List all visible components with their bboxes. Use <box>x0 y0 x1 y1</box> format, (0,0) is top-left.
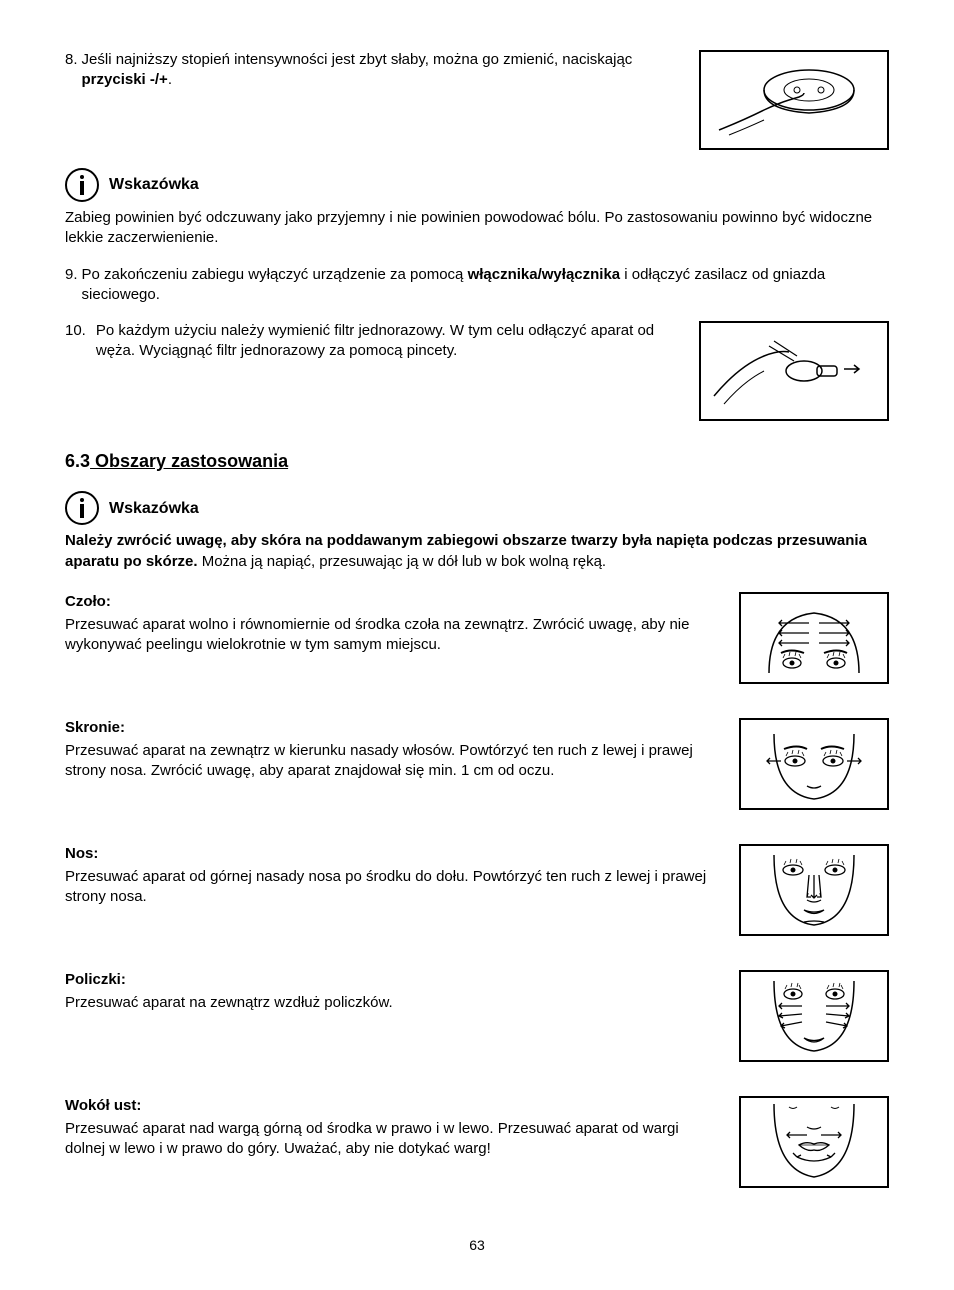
hint-1-text: Zabieg powinien być odczuwany jako przyj… <box>65 208 889 249</box>
filter-svg <box>709 326 879 416</box>
illustration-forehead <box>739 592 889 684</box>
area-skronie-title: Skronie: <box>65 718 719 738</box>
item9-text-a: Po zakończeniu zabiegu wyłączyć urządzen… <box>82 266 468 283</box>
list-body-9: Po zakończeniu zabiegu wyłączyć urządzen… <box>82 265 889 306</box>
section-title-underline: Obszary zastosowania <box>90 451 288 471</box>
list-num-9: 9. <box>65 265 78 306</box>
area-skronie-text: Przesuwać aparat na zewnątrz w kierunku … <box>65 741 719 782</box>
section-heading: 6.3 Obszary zastosowania <box>65 449 889 473</box>
list-item-8-row: 8. Jeśli najniższy stopień intensywności… <box>65 50 889 150</box>
illustration-temples <box>739 718 889 810</box>
hint-2-header: Wskazówka <box>65 491 889 525</box>
hint2-rest: Można ją napiąć, przesuwając ją w dół lu… <box>198 553 607 570</box>
area-policzki-title: Policzki: <box>65 970 719 990</box>
area-nos-text: Przesuwać aparat od górnej nasady nosa p… <box>65 867 719 908</box>
area-policzki: Policzki: Przesuwać aparat na zewnątrz w… <box>65 970 889 1070</box>
list-body-8: Jeśli najniższy stopień intensywności je… <box>82 50 679 91</box>
illustration-mouth <box>739 1096 889 1188</box>
list-item-9: 9. Po zakończeniu zabiegu wyłączyć urząd… <box>65 265 889 306</box>
item8-text-b: . <box>168 71 172 88</box>
area-usta-text: Przesuwać aparat nad wargą górną od środ… <box>65 1119 719 1160</box>
item9-bold: włącznika/wyłącznika <box>468 266 621 283</box>
area-policzki-text: Przesuwać aparat na zewnątrz wzdłuż poli… <box>65 993 719 1013</box>
illustration-filter-change <box>699 321 889 421</box>
area-nos-title: Nos: <box>65 844 719 864</box>
area-czolo: Czoło: Przesuwać aparat wolno i równomie… <box>65 592 889 692</box>
device-svg <box>709 55 879 145</box>
info-icon <box>65 491 99 525</box>
area-czolo-text: Przesuwać aparat wolno i równomiernie od… <box>65 615 719 656</box>
hint-1-header: Wskazówka <box>65 168 889 202</box>
page-number: 63 <box>65 1236 889 1255</box>
info-icon <box>65 168 99 202</box>
hint-2-label: Wskazówka <box>109 498 199 520</box>
illustration-nose <box>739 844 889 936</box>
illustration-cheeks <box>739 970 889 1062</box>
hint-2-text: Należy zwrócić uwagę, aby skóra na podda… <box>65 531 889 572</box>
area-czolo-title: Czoło: <box>65 592 719 612</box>
list-item-8-text: 8. Jeśli najniższy stopień intensywności… <box>65 50 679 101</box>
hint-1-label: Wskazówka <box>109 174 199 196</box>
area-usta: Wokół ust: Przesuwać aparat nad wargą gó… <box>65 1096 889 1196</box>
list-body-10: Po każdym użyciu należy wymienić filtr j… <box>96 321 679 362</box>
item8-text-a: Jeśli najniższy stopień intensywności je… <box>82 51 633 68</box>
list-item-10-row: 10. Po każdym użyciu należy wymienić fil… <box>65 321 889 421</box>
area-nos: Nos: Przesuwać aparat od górnej nasady n… <box>65 844 889 944</box>
illustration-device-buttons <box>699 50 889 150</box>
list-num-8: 8. <box>65 50 78 91</box>
area-usta-title: Wokół ust: <box>65 1096 719 1116</box>
section-num: 6.3 <box>65 451 90 471</box>
item8-bold: przyciski -/+ <box>82 71 168 88</box>
list-num-10: 10. <box>65 321 86 362</box>
area-skronie: Skronie: Przesuwać aparat na zewnątrz w … <box>65 718 889 818</box>
list-item-10: 10. Po każdym użyciu należy wymienić fil… <box>65 321 679 362</box>
